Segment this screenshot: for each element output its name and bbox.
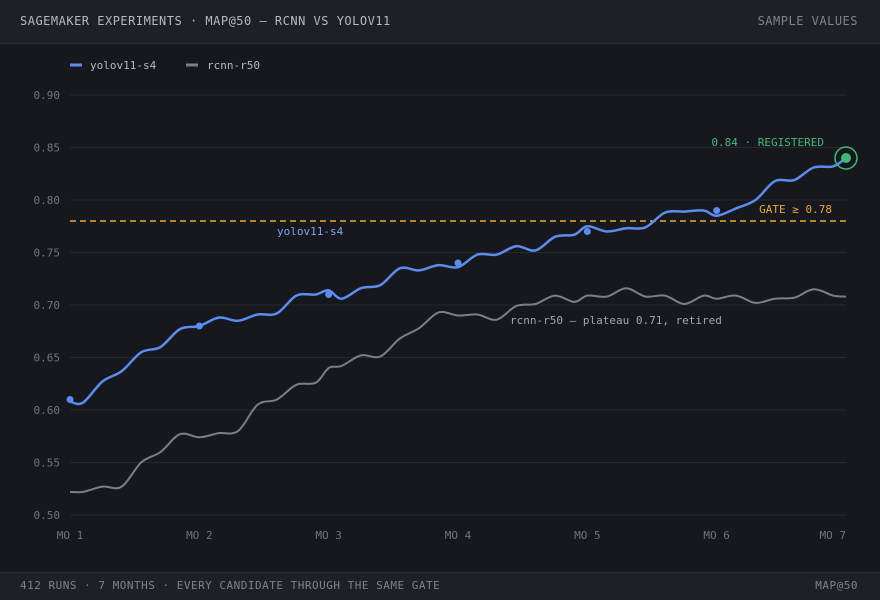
legend-label-yolov11-s4: yolov11-s4: [90, 59, 157, 72]
footer-metric-label: MAP@50: [815, 579, 858, 592]
yolov11-s4-checkpoint-marker: [583, 228, 591, 235]
x-tick-label: MO 5: [574, 529, 601, 542]
sample-values-badge: SAMPLE VALUES: [757, 14, 858, 28]
page-title: SAGEMAKER EXPERIMENTS · MAP@50 — RCNN VS…: [20, 14, 391, 28]
y-tick-label: 0.60: [34, 404, 61, 417]
y-tick-label: 0.50: [34, 509, 61, 522]
yolov11-s4-checkpoint-marker: [454, 259, 462, 267]
line-chart: 0.50 0.55 0.60 0.65 0.70 0.75 0.80 0.85 0.90 MO 1…: [34, 59, 858, 542]
y-tick-label: 0.70: [34, 299, 61, 312]
x-tick-label: MO 6: [703, 529, 730, 542]
yolov11-s4-checkpoint-marker: [713, 207, 721, 214]
y-tick-label: 0.85: [34, 142, 61, 155]
registered-ring: [834, 146, 858, 170]
gate-label: GATE ≥ 0.78: [759, 203, 832, 216]
yolov11-s4-checkpoint-marker: [66, 396, 74, 403]
chart-footer: 412 RUNS · 7 MONTHS · EVERY CANDIDATE TH…: [0, 572, 880, 600]
chart-header: SAGEMAKER EXPERIMENTS · MAP@50 — RCNN VS…: [0, 0, 880, 44]
y-tick-label: 0.90: [34, 89, 61, 102]
rcnn-r50-series-label: rcnn-r50 — plateau 0.71, retired: [510, 314, 722, 327]
registered-label: 0.84 · REGISTERED: [711, 136, 824, 149]
yolov11-s4-series-label: yolov11-s4: [277, 225, 344, 238]
x-tick-label: MO 3: [315, 529, 342, 542]
rcnn-r50-line: [69, 287, 847, 494]
y-tick-label: 0.80: [34, 194, 61, 207]
x-tick-label: MO 7: [820, 529, 847, 542]
y-tick-label: 0.75: [34, 247, 61, 260]
y-tick-label: 0.65: [34, 352, 61, 365]
y-tick-label: 0.55: [34, 457, 61, 470]
legend-label-rcnn-r50: rcnn-r50: [207, 59, 260, 72]
yolov11-s4-line: [69, 156, 847, 406]
x-tick-label: MO 2: [186, 529, 213, 542]
x-tick-label: MO 1: [57, 529, 84, 542]
footer-summary: 412 RUNS · 7 MONTHS · EVERY CANDIDATE TH…: [20, 579, 441, 592]
x-tick-label: MO 4: [445, 529, 472, 542]
registered-marker: [841, 153, 851, 163]
yolov11-s4-checkpoint-marker: [195, 322, 203, 330]
yolov11-s4-checkpoint-marker: [325, 291, 333, 298]
